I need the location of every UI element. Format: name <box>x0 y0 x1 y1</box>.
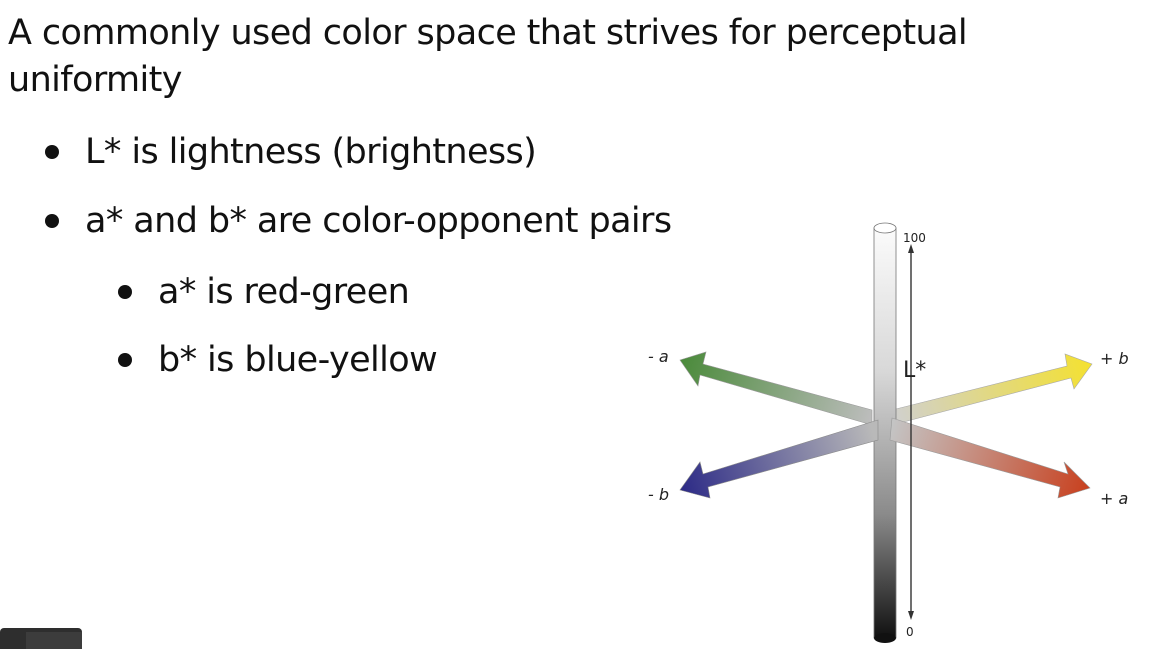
pos-b-arrow <box>891 353 1093 426</box>
intro-text: A commonly used color space that strives… <box>8 13 968 100</box>
lightness-top-value: 100 <box>903 231 926 245</box>
bullet-dot <box>45 214 59 228</box>
lightness-bottom-value: 0 <box>906 625 914 639</box>
bullet-lightness: L* is lightness (brightness) <box>45 130 537 174</box>
bullet-text: b* is blue-yellow <box>158 340 438 380</box>
lightness-scale-arrow <box>908 244 914 620</box>
pos-a-arrow <box>889 417 1091 499</box>
video-thumbnail-inner <box>26 632 82 649</box>
sub-bullet-red-green: a* is red-green <box>118 270 410 314</box>
sub-bullet-blue-yellow: b* is blue-yellow <box>118 338 438 382</box>
bullet-text: a* and b* are color-opponent pairs <box>85 201 672 241</box>
lightness-axis-label: L* <box>903 358 926 383</box>
bullet-dot <box>45 145 59 159</box>
neg-a-label: - a <box>648 347 669 366</box>
video-thumbnail-corner <box>0 628 82 649</box>
bullet-dot <box>118 353 132 367</box>
pos-a-label: + a <box>1100 489 1128 508</box>
neg-b-label: - b <box>648 485 669 504</box>
bullet-text: L* is lightness (brightness) <box>85 132 537 172</box>
neg-b-arrow <box>679 419 879 499</box>
bullet-dot <box>118 285 132 299</box>
lightness-axis-cylinder <box>873 222 897 643</box>
neg-a-arrow <box>679 351 873 426</box>
pos-b-label: + b <box>1100 349 1129 368</box>
bullet-text: a* is red-green <box>158 272 410 312</box>
lab-color-space-diagram: 100 0 L* - a + b - b + a <box>648 222 1129 643</box>
bullet-color-opponent: a* and b* are color-opponent pairs <box>45 199 672 243</box>
